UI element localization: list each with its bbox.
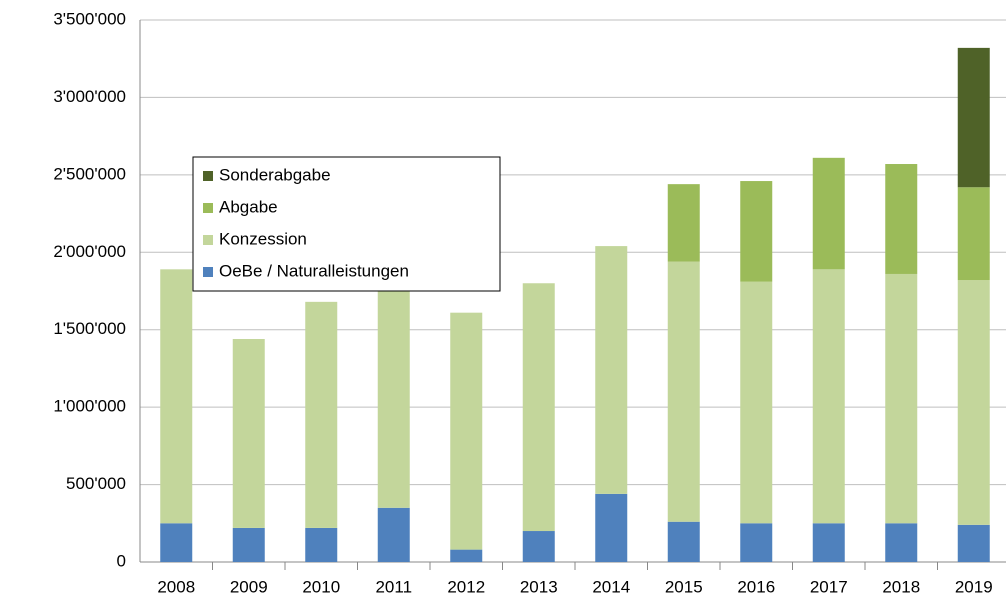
x-tick-label: 2009 — [230, 577, 268, 596]
bar-segment — [957, 524, 990, 562]
bar-segment — [812, 269, 845, 524]
legend-swatch — [203, 267, 213, 277]
bar-segment — [160, 523, 193, 562]
bar-segment — [377, 507, 410, 562]
bar-segment — [667, 261, 700, 522]
bar-segment — [522, 531, 555, 562]
bar-segment — [740, 281, 773, 524]
x-tick-label: 2008 — [157, 577, 195, 596]
y-tick-label: 3'000'000 — [53, 87, 126, 106]
bar-segment — [305, 301, 338, 528]
legend-swatch — [203, 171, 213, 181]
bar-segment — [377, 287, 410, 508]
x-tick-label: 2018 — [882, 577, 920, 596]
x-tick-label: 2010 — [302, 577, 340, 596]
y-tick-label: 2'000'000 — [53, 242, 126, 261]
bar-segment — [232, 527, 265, 562]
x-tick-label: 2013 — [520, 577, 558, 596]
x-tick-label: 2014 — [592, 577, 630, 596]
bar-segment — [305, 527, 338, 562]
x-tick-label: 2011 — [375, 577, 412, 596]
y-tick-label: 1'500'000 — [53, 319, 126, 338]
y-tick-label: 2'500'000 — [53, 164, 126, 183]
x-tick-label: 2017 — [810, 577, 848, 596]
y-tick-label: 0 — [117, 551, 126, 570]
x-tick-label: 2015 — [665, 577, 703, 596]
x-tick-label: 2019 — [955, 577, 993, 596]
bar-segment — [885, 273, 918, 524]
bar-segment — [232, 339, 265, 528]
legend-swatch — [203, 203, 213, 213]
bar-segment — [160, 269, 193, 524]
bar-segment — [595, 493, 628, 562]
bar-segment — [740, 523, 773, 562]
legend-label: OeBe / Naturalleistungen — [219, 261, 409, 280]
x-tick-label: 2016 — [737, 577, 775, 596]
bar-segment — [812, 157, 845, 270]
legend-label: Konzession — [219, 229, 307, 248]
bar-segment — [957, 47, 990, 188]
legend-label: Sonderabgabe — [219, 165, 331, 184]
y-tick-label: 3'500'000 — [53, 9, 126, 28]
legend-box — [192, 156, 501, 292]
bar-segment — [957, 187, 990, 281]
legend-swatch — [203, 235, 213, 245]
bar-segment — [885, 523, 918, 562]
bar-segment — [667, 184, 700, 262]
bar-segment — [740, 181, 773, 282]
x-tick-label: 2012 — [447, 577, 485, 596]
bar-segment — [595, 246, 628, 494]
bar-segment — [522, 283, 555, 532]
bar-segment — [885, 164, 918, 274]
bar-segment — [450, 312, 483, 550]
bar-segment — [667, 521, 700, 562]
y-tick-label: 500'000 — [66, 474, 126, 493]
legend-label: Abgabe — [219, 197, 278, 216]
bar-segment — [812, 523, 845, 562]
y-tick-label: 1'000'000 — [53, 397, 126, 416]
bar-segment — [450, 549, 483, 562]
bar-segment — [957, 280, 990, 525]
